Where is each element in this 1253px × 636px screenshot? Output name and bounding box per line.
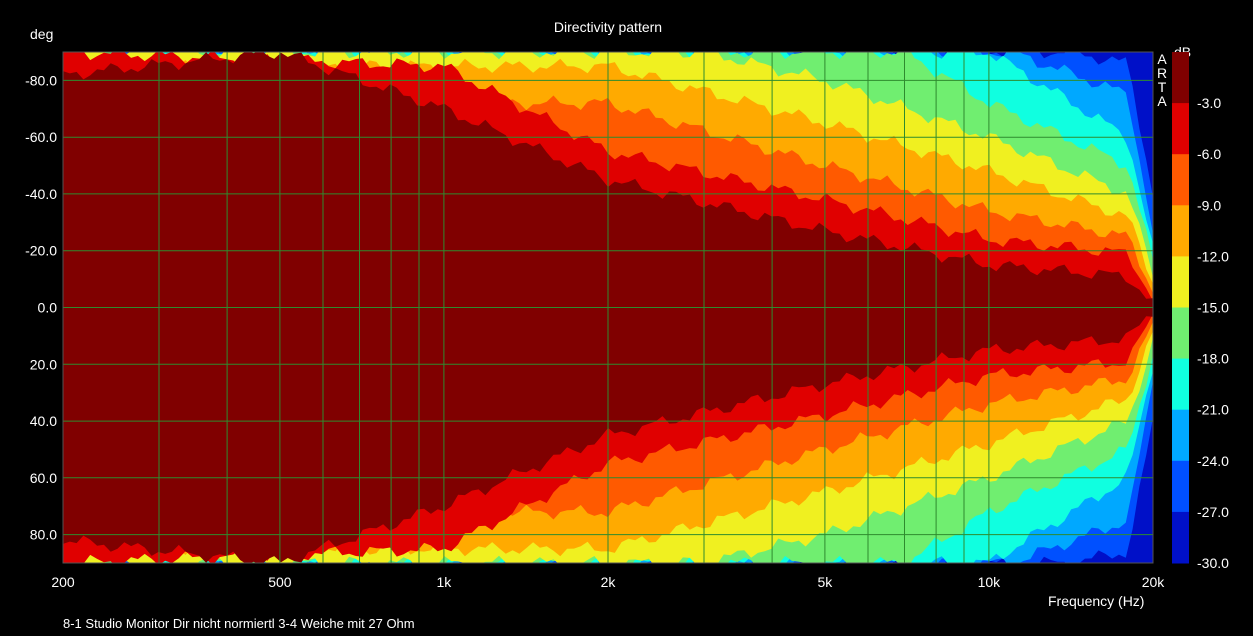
colorbar-tick-label: -15.0 [1197, 300, 1229, 316]
y-tick-label: -20.0 [25, 243, 57, 259]
y-tick-label: -80.0 [25, 72, 57, 88]
y-tick-label: -40.0 [25, 186, 57, 202]
chart-title: Directivity pattern [553, 19, 663, 35]
x-tick-label: 2k [601, 574, 617, 590]
watermark-letter: A [1157, 51, 1167, 67]
grid [63, 52, 1153, 563]
y-tick-label: 60.0 [30, 470, 57, 486]
colorbar-tick-label: -12.0 [1197, 248, 1229, 264]
x-tick-label: 10k [978, 574, 1002, 590]
y-tick-label: 80.0 [30, 527, 57, 543]
colorbar-tick-label: -21.0 [1197, 402, 1229, 418]
watermark-letter: A [1157, 93, 1167, 109]
colorbar-tick-label: -3.0 [1197, 95, 1221, 111]
colorbar-tick-label: -27.0 [1197, 504, 1229, 520]
colorbar-tick-label: -9.0 [1197, 197, 1221, 213]
y-tick-label: 40.0 [30, 413, 57, 429]
colorbar-tick-label: -24.0 [1197, 453, 1229, 469]
colorbar: -3.0 -6.0 -9.0 -12.0 -15.0 -18.0 -21.0 -24.0 -27… [1172, 52, 1229, 571]
plot-frame [62, 51, 1154, 564]
colorbar-band [1172, 358, 1189, 411]
colorbar-band [1172, 52, 1189, 104]
y-tick-label: 20.0 [30, 356, 57, 372]
colorbar-band [1172, 409, 1189, 462]
y-tick-label: 0.0 [38, 300, 58, 316]
colorbar-band [1172, 154, 1189, 206]
colorbar-tick-label: -30.0 [1197, 555, 1229, 571]
arta-watermark: A R T A [1155, 52, 1169, 108]
colorbar-tick-label: -6.0 [1197, 146, 1221, 162]
watermark-letter: R [1156, 65, 1168, 81]
colorbar-band [1172, 460, 1189, 513]
colorbar-band [1172, 205, 1189, 257]
colorbar-band [1172, 307, 1189, 360]
colorbar-band [1172, 103, 1189, 155]
x-tick-label: 500 [268, 574, 292, 590]
x-axis-label: Frequency (Hz) [1048, 593, 1145, 609]
y-axis-label: deg [30, 26, 54, 42]
x-tick-label: 200 [51, 574, 75, 590]
colorbar-tick-label: -18.0 [1197, 351, 1229, 367]
footer-caption: 8-1 Studio Monitor Dir nicht normiertl 3… [63, 616, 415, 631]
x-tick-label: 1k [437, 574, 453, 590]
colorbar-band [1172, 256, 1189, 308]
y-tick-label: -60.0 [25, 129, 57, 145]
colorbar-band [1172, 511, 1189, 564]
x-tick-label: 20k [1142, 574, 1166, 590]
watermark-letter: T [1157, 79, 1167, 95]
axes: -80.0 -60.0 -40.0 -20.0 0.0 20.0 40.0 60.0 80.0 2… [25, 51, 1166, 590]
x-tick-label: 5k [818, 574, 834, 590]
